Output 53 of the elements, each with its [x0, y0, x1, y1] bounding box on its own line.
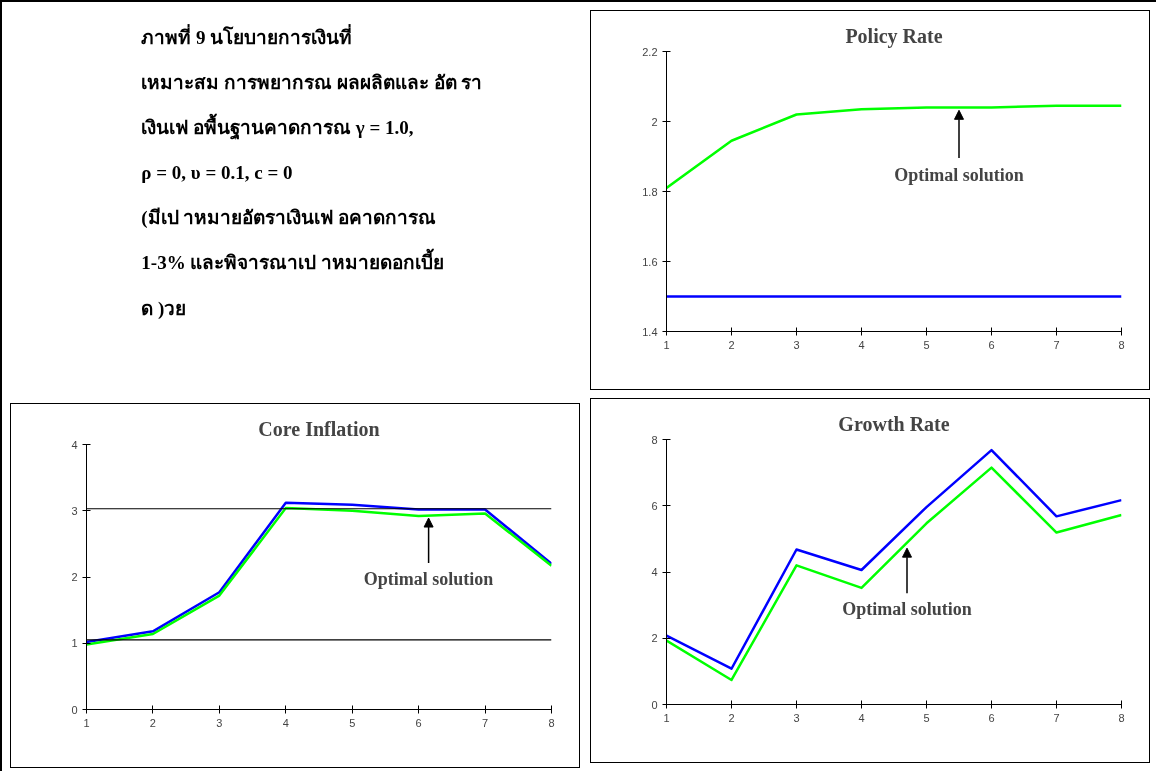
- x-tick-label: 8: [548, 716, 555, 729]
- x-tick-label: 3: [216, 716, 223, 729]
- y-tick-label: 0: [651, 698, 658, 711]
- x-tick-label: 2: [728, 711, 735, 724]
- chart-title: Core Inflation: [258, 417, 380, 440]
- x-tick-label: 2: [728, 338, 735, 351]
- y-tick-label: 1: [71, 637, 78, 650]
- y-tick-label: 4: [651, 566, 658, 578]
- y-tick-label: 1.8: [642, 185, 658, 198]
- x-tick-label: 1: [663, 338, 670, 351]
- x-tick-label: 8: [1118, 711, 1125, 724]
- x-tick-label: 5: [923, 338, 930, 351]
- text: เหมาะสม การพยากรณ ผลผลิตและ อัต รา: [141, 72, 483, 94]
- x-tick-label: 1: [83, 716, 90, 729]
- y-tick-label: 2: [651, 115, 658, 128]
- annotation: Optimal solution: [842, 599, 972, 620]
- y-tick-label: 3: [71, 504, 78, 517]
- text: ด )วย: [141, 297, 187, 320]
- text: ρ = 0, υ = 0.1, c = 0: [141, 162, 293, 184]
- y-tick-label: 6: [651, 499, 658, 512]
- x-tick-label: 7: [1053, 338, 1060, 351]
- y-tick-label: 1.4: [642, 325, 658, 338]
- text: ภาพที่ 9 นโยบายการเงินที่: [141, 23, 353, 48]
- x-tick-label: 4: [282, 716, 289, 729]
- x-tick-label: 2: [149, 716, 156, 729]
- x-tick-label: 1: [663, 711, 670, 724]
- y-tick-label: 2: [651, 632, 658, 645]
- text: เงินเฟ อพื้นฐานคาดการณ γ = 1.0,: [141, 113, 414, 142]
- y-tick-label: 8: [651, 433, 658, 446]
- x-tick-label: 6: [415, 716, 422, 729]
- annotation: Optimal solution: [363, 568, 494, 589]
- y-tick-label: 0: [71, 703, 78, 716]
- x-tick-label: 4: [858, 338, 865, 351]
- x-tick-label: 3: [793, 711, 800, 724]
- chart-title: Growth Rate: [838, 412, 950, 435]
- x-tick-label: 7: [1053, 711, 1060, 724]
- y-tick-label: 2.2: [642, 45, 658, 58]
- x-tick-label: 6: [988, 338, 995, 351]
- text: 1-3% และพิจารณาเป าหมายดอกเบี้ย: [141, 248, 445, 274]
- chart-title: Policy Rate: [845, 24, 943, 48]
- x-tick-label: 5: [349, 716, 356, 729]
- x-tick-label: 7: [482, 716, 489, 729]
- y-tick-label: 4: [71, 438, 78, 451]
- line-series: [666, 104, 1122, 190]
- x-tick-label: 4: [858, 711, 865, 724]
- x-tick-label: 6: [988, 711, 995, 724]
- x-tick-label: 3: [793, 338, 800, 351]
- x-tick-label: 8: [1118, 338, 1125, 351]
- y-tick-label: 2: [71, 571, 78, 583]
- y-tick-label: 1.6: [642, 255, 658, 268]
- x-tick-label: 5: [923, 711, 930, 724]
- text: (มีเป าหมายอัตราเงินเฟ อคาดการณ: [141, 207, 437, 230]
- annotation: Optimal solution: [894, 164, 1024, 185]
